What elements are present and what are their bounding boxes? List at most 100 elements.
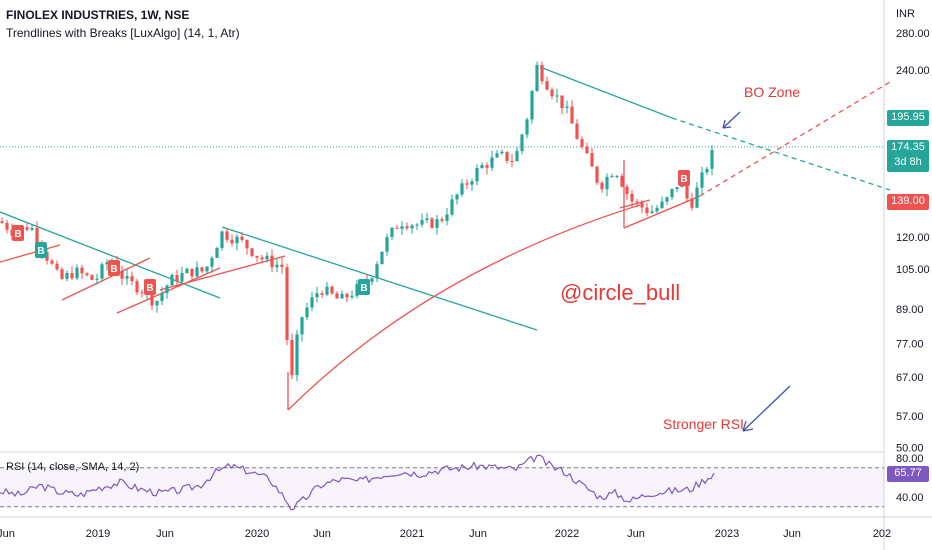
candle-body (120, 271, 124, 279)
candle-body (650, 211, 654, 214)
break-marker-label: B (110, 264, 117, 275)
candle-body (315, 293, 319, 298)
break-marker (35, 242, 47, 258)
break-marker-label: B (360, 283, 367, 294)
rsi-pane (0, 454, 884, 511)
annotation-arrows (722, 111, 791, 432)
price-tick-label: 240.00 (896, 65, 930, 77)
candle-body (255, 255, 259, 258)
trendline (0, 211, 221, 299)
candle-body (95, 278, 99, 280)
candle-body (510, 160, 514, 162)
trendline (159, 255, 286, 291)
candle-body (5, 222, 9, 230)
candle-body (350, 295, 354, 298)
candle-body (695, 187, 699, 208)
currency-label: INR (896, 8, 915, 20)
trendline (671, 117, 891, 191)
rsi-arrowhead (742, 420, 754, 432)
break-marker-label: B (146, 283, 153, 294)
candle-body (555, 95, 559, 97)
countdown-value: 3d 8h (894, 156, 922, 168)
candle-body (525, 119, 529, 135)
candle-body (90, 275, 94, 280)
candle-body (165, 285, 169, 294)
lower-trend-badge: 139.00 (887, 194, 929, 210)
candle-body (635, 201, 639, 203)
trendlines (0, 66, 891, 411)
trendline-curve (287, 204, 641, 411)
candle-body (550, 89, 554, 97)
candle-body (465, 183, 469, 185)
price-tick-label: 280.00 (896, 28, 930, 40)
break-marker-label: B (680, 174, 687, 185)
candle-body (265, 255, 269, 260)
candle-body (505, 151, 509, 161)
candle-body (150, 290, 154, 306)
candle-body (300, 317, 304, 335)
trendline (539, 66, 673, 119)
axes: 280.00240.00200.00160.00120.00105.0089.0… (0, 28, 930, 540)
candle-body (545, 81, 549, 90)
time-tick-label: 2020 (245, 528, 269, 540)
candle-body (305, 307, 309, 318)
rsi-value-badge: 65.77 (887, 466, 929, 482)
candle-body (600, 182, 604, 190)
trendline (699, 81, 891, 197)
candle-body (160, 293, 164, 301)
upper-trend-badge: 195.95 (887, 110, 929, 126)
candle-body (670, 188, 674, 198)
candle-body (185, 268, 189, 274)
break-marker (144, 279, 156, 295)
candle-body (335, 293, 339, 299)
candle-body (125, 276, 129, 279)
candle-body (395, 227, 399, 229)
candle-body (190, 268, 194, 277)
break-marker-label: B (14, 229, 21, 240)
candle-body (180, 273, 184, 282)
time-tick-label: 2019 (86, 528, 110, 540)
candle-body (170, 275, 174, 286)
candle-body (610, 176, 614, 178)
candle-body (250, 248, 254, 256)
candle-body (175, 275, 179, 282)
candle-body (640, 201, 644, 208)
candle-body (480, 165, 484, 169)
candle-body (135, 281, 139, 293)
price-tick-label: 77.00 (896, 339, 924, 351)
candle-body (290, 339, 294, 376)
candle-body (530, 91, 534, 120)
candle-body (415, 224, 419, 226)
candle-body (705, 168, 709, 173)
indicator-label[interactable]: Trendlines with Breaks [LuxAlgo] (14, 1,… (6, 26, 240, 40)
candle-body (580, 139, 584, 147)
trendline (221, 226, 538, 331)
candle-body (645, 207, 649, 214)
rsi-indicator-label[interactable]: RSI (14, close, SMA, 14, 2) (6, 461, 140, 473)
candle-body (675, 187, 679, 189)
candle-body (80, 267, 84, 274)
trendline (61, 257, 151, 301)
candle-body (515, 151, 519, 162)
candle-body (260, 257, 264, 260)
candle-body (685, 182, 689, 199)
candle-body (35, 227, 39, 244)
candle-body (535, 65, 539, 92)
candle-body (310, 297, 314, 308)
candle-body (70, 272, 74, 279)
time-tick-label: 2021 (400, 528, 424, 540)
candle-body (50, 260, 54, 264)
price-tick-label: 105.00 (896, 264, 930, 276)
candle-body (230, 239, 234, 244)
candle-body (210, 257, 214, 267)
candle-body (195, 267, 199, 277)
stronger-rsi-annotation: Stronger RSI (663, 416, 744, 432)
candle-body (460, 183, 464, 195)
candle-body (520, 134, 524, 152)
candle-body (475, 168, 479, 182)
rsi-arrow (742, 385, 791, 432)
candle-body (30, 227, 34, 230)
candle-body (560, 95, 564, 109)
time-tick-label: Jun (313, 528, 331, 540)
